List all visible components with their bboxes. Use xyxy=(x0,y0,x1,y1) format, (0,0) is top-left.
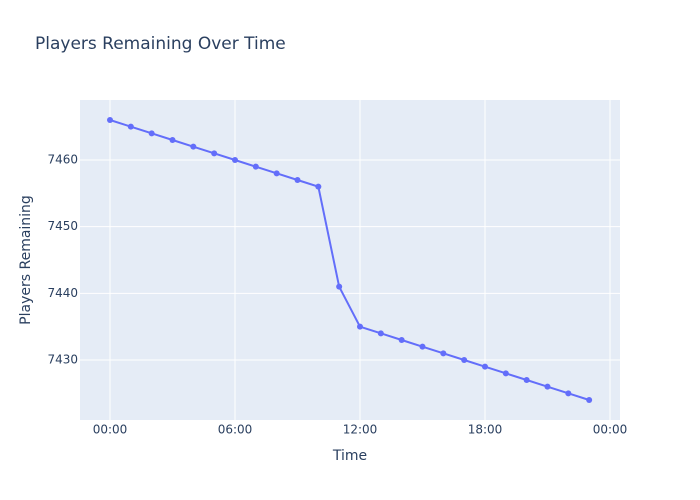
y-tick-label: 7460 xyxy=(47,153,78,167)
point xyxy=(336,283,343,290)
point xyxy=(419,343,426,350)
x-axis-title: Time xyxy=(332,448,367,464)
x-tick-label: 18:00 xyxy=(468,423,503,437)
point xyxy=(398,337,405,343)
x-tick-label: 12:00 xyxy=(343,423,378,437)
point xyxy=(357,323,363,330)
x-tick-label: 00:00 xyxy=(93,423,128,437)
grid xyxy=(80,100,620,420)
point xyxy=(232,157,238,163)
point xyxy=(461,357,468,363)
point xyxy=(273,170,280,177)
marks xyxy=(107,117,593,403)
point xyxy=(315,183,322,190)
chart-title: Players Remaining Over Time xyxy=(35,34,286,54)
point xyxy=(148,130,155,137)
point xyxy=(190,143,197,150)
x-tick-label: 06:00 xyxy=(218,423,253,437)
y-tick-label: 7430 xyxy=(47,353,78,367)
point xyxy=(482,363,488,370)
point xyxy=(502,370,509,377)
point xyxy=(586,397,593,403)
point xyxy=(377,330,384,337)
point xyxy=(252,163,259,170)
point xyxy=(169,137,176,143)
y-tick-label: 7450 xyxy=(47,219,78,233)
point xyxy=(294,177,301,183)
point xyxy=(565,390,572,397)
point xyxy=(211,150,218,157)
point xyxy=(127,123,134,130)
y-axis-title: Players Remaining xyxy=(18,195,34,325)
point xyxy=(523,377,530,383)
point xyxy=(544,383,551,390)
point xyxy=(440,350,447,357)
y-tick-label: 7440 xyxy=(47,286,78,300)
point xyxy=(107,117,113,123)
x-tick-label: 00:00 xyxy=(593,423,628,437)
line xyxy=(109,119,590,401)
plot-area xyxy=(80,100,620,420)
